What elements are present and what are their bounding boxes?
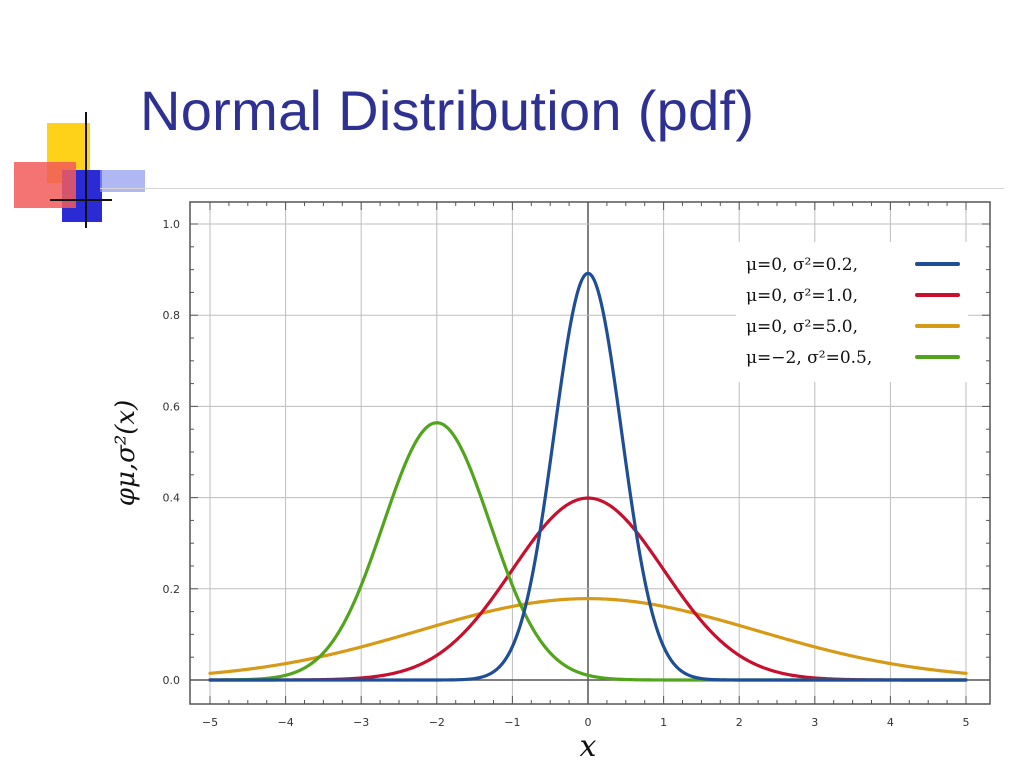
x-tick-label: 5 bbox=[963, 716, 970, 729]
x-tick-label: −4 bbox=[277, 716, 293, 729]
x-tick-label: 4 bbox=[887, 716, 894, 729]
x-tick-label: −2 bbox=[429, 716, 445, 729]
series-line-1 bbox=[208, 271, 968, 682]
y-tick-label: 0.2 bbox=[163, 583, 181, 596]
x-tick-label: 3 bbox=[811, 716, 818, 729]
y-axis-label: φμ,σ²(x) bbox=[111, 400, 141, 507]
series-group bbox=[208, 271, 968, 682]
legend-entry-label: μ=0, σ²=0.2, bbox=[746, 255, 858, 275]
slide-decoration bbox=[14, 112, 145, 228]
blue-fade-bar-decoration bbox=[100, 170, 145, 192]
y-tick-label: 0.4 bbox=[163, 492, 181, 505]
legend-entry-label: μ=−2, σ²=0.5, bbox=[746, 348, 872, 368]
x-tick-label: 0 bbox=[585, 716, 592, 729]
y-tick-label: 0.6 bbox=[163, 400, 181, 413]
x-axis-label: x bbox=[580, 729, 597, 764]
x-tick-label: −5 bbox=[202, 716, 218, 729]
legend-entry-label: μ=0, σ²=5.0, bbox=[746, 317, 858, 337]
tick-marks bbox=[190, 202, 990, 704]
x-tick-label: 2 bbox=[736, 716, 743, 729]
tick-labels: −5 −4 −3 −2 −1 0 1 2 3 4 5 0.0 0.2 0.4 0.6 0.8 1.0 bbox=[163, 218, 970, 729]
x-tick-label: −1 bbox=[504, 716, 520, 729]
series-line-3 bbox=[208, 597, 968, 675]
legend-entry-label: μ=0, σ²=1.0, bbox=[746, 286, 858, 306]
plot-frame bbox=[189, 201, 991, 705]
x-tick-label: −3 bbox=[353, 716, 369, 729]
title-divider bbox=[100, 188, 1004, 189]
legend: μ=0, σ²=0.2, μ=0, σ²=1.0, μ=0, σ²=5.0, μ=−2… bbox=[736, 242, 968, 382]
y-tick-label: 0.8 bbox=[163, 309, 181, 322]
slide-title: Normal Distribution (pdf) bbox=[140, 79, 755, 142]
y-tick-label: 1.0 bbox=[163, 218, 181, 231]
y-tick-label: 0.0 bbox=[163, 674, 181, 687]
x-tick-label: 1 bbox=[660, 716, 667, 729]
